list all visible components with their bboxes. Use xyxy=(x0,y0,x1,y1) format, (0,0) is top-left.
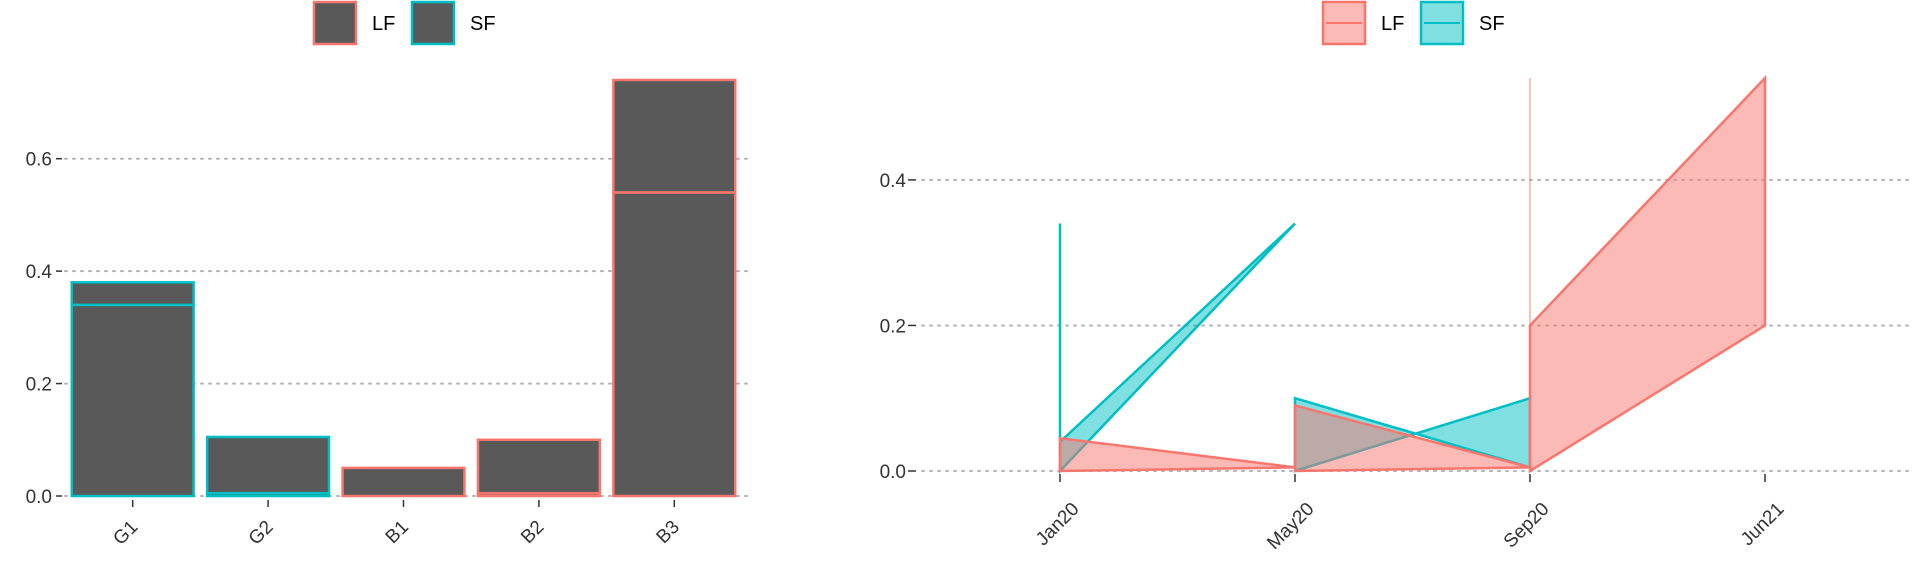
stacked-bar-chart: 0.0 0.2 0.4 0.6 G1 G2 B1 B2 B3 LF SF xyxy=(26,0,753,550)
y-tick-label: 0.2 xyxy=(26,375,52,396)
x-tick-label: G1 xyxy=(109,517,142,550)
y-tick-label: 0.0 xyxy=(26,487,52,508)
x-tick-label: B3 xyxy=(653,517,684,548)
bar-b3-lf xyxy=(612,191,737,498)
y-tick-label: 0.4 xyxy=(26,262,53,283)
legend-label-sf: SF xyxy=(1479,13,1505,35)
legend-label-sf: SF xyxy=(470,13,496,35)
area-sf-segment-1 xyxy=(1058,222,1296,475)
area-chart: 0.0 0.2 0.4 Jan20 May20 Sep20 Jun21 LF SF xyxy=(880,0,1909,554)
x-tick-label: May20 xyxy=(1263,499,1318,554)
bar-g2-sf xyxy=(205,435,331,495)
bar-b1-lf xyxy=(341,466,466,498)
area-lf-segment-3 xyxy=(1528,74,1767,474)
x-tick-label: B2 xyxy=(517,517,548,548)
x-tick-label: Sep20 xyxy=(1500,499,1554,553)
area-lf-segment-2 xyxy=(1293,403,1531,473)
legend-label-lf: LF xyxy=(372,13,395,35)
bar-b3-sf xyxy=(612,78,737,194)
y-tick-label: 0.2 xyxy=(880,316,906,337)
bar-g1-sf xyxy=(70,281,195,307)
bar-b2-sf xyxy=(476,438,602,495)
x-tick-label: Jun21 xyxy=(1737,499,1788,550)
legend-label-lf: LF xyxy=(1381,13,1404,35)
y-tick-label: 0.4 xyxy=(880,171,907,192)
area-lf-segment-1 xyxy=(1058,436,1296,473)
y-tick-label: 0.0 xyxy=(880,462,906,483)
x-tick-label: Jan20 xyxy=(1032,499,1083,550)
x-tick-label: G2 xyxy=(245,517,278,550)
bar-g1-lf xyxy=(70,303,195,498)
y-tick-label: 0.6 xyxy=(26,150,52,171)
x-tick-label: B1 xyxy=(382,517,413,548)
legend-key-lf xyxy=(312,0,358,46)
legend-key-sf xyxy=(410,0,456,46)
